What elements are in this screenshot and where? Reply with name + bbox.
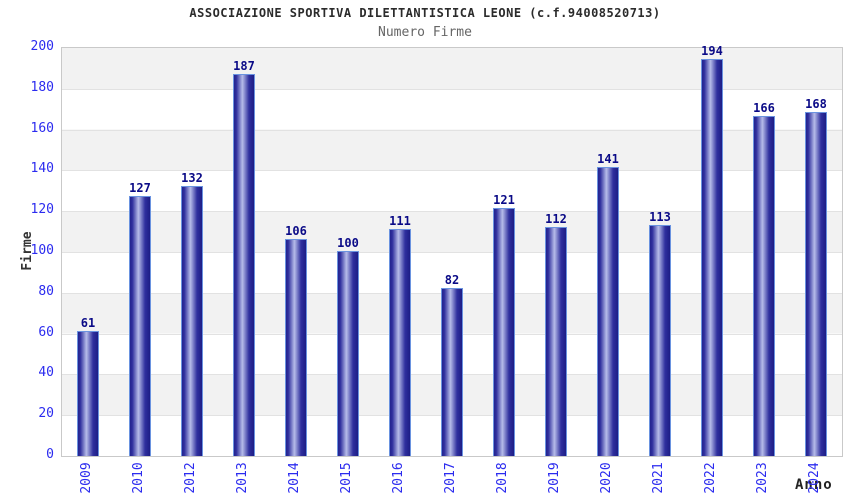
y-tick-label: 120 — [30, 202, 54, 218]
bar-value-label: 194 — [701, 44, 723, 59]
bar[interactable] — [337, 251, 359, 456]
gridline — [62, 129, 842, 131]
bar[interactable] — [285, 238, 307, 456]
bar-value-label: 127 — [129, 180, 151, 195]
x-tick-label: 2014 — [287, 462, 302, 494]
chart-subtitle: Numero Firme — [378, 25, 472, 40]
bar-value-label: 61 — [80, 315, 96, 330]
bar-value-label: 111 — [389, 213, 411, 228]
x-tick-label: 2016 — [391, 462, 406, 494]
bar-value-label: 132 — [181, 170, 203, 185]
chart-title: ASSOCIAZIONE SPORTIVA DILETTANTISTICA LE… — [189, 6, 661, 20]
gridline — [62, 252, 842, 253]
bar[interactable] — [441, 287, 463, 456]
x-tick-label: 2022 — [703, 462, 718, 494]
y-tick-label: 200 — [30, 39, 54, 54]
gridline — [62, 88, 842, 90]
gridline — [62, 170, 842, 172]
x-tick-label: 2009 — [79, 462, 94, 494]
bar-value-label: 187 — [233, 58, 255, 73]
y-tick-label: 60 — [38, 324, 54, 340]
x-tick-label: 2024 — [807, 462, 822, 494]
y-tick-label: 160 — [30, 120, 54, 136]
bar[interactable] — [493, 208, 515, 456]
bar[interactable] — [181, 185, 203, 456]
x-tick-label: 2012 — [183, 462, 198, 494]
x-tick-label: 2015 — [339, 462, 354, 494]
y-tick-label: 0 — [46, 447, 54, 462]
bar[interactable] — [233, 73, 255, 456]
bar[interactable] — [649, 224, 671, 456]
bar-value-label: 112 — [545, 211, 567, 226]
x-tick-label: 2023 — [755, 462, 770, 494]
x-tick-label: 2020 — [599, 462, 614, 494]
bar[interactable] — [753, 116, 775, 456]
bar[interactable] — [389, 228, 411, 456]
y-tick-label: 40 — [38, 365, 54, 381]
x-tick-label: 2018 — [495, 462, 510, 494]
bar-value-label: 106 — [285, 223, 307, 238]
x-tick-label: 2013 — [235, 462, 250, 494]
y-tick-label: 180 — [30, 79, 54, 95]
bar-value-label: 100 — [337, 236, 359, 250]
plot-area: 61 127 132 187 106 100 111 82 121 112 141 113 194 166… — [61, 44, 843, 457]
y-tick-label: 140 — [30, 161, 54, 177]
x-tick-label: 2019 — [547, 462, 562, 494]
gridline — [62, 211, 842, 213]
x-tick-label: 2021 — [651, 462, 666, 494]
bar-value-label: 141 — [597, 152, 619, 167]
bar-value-label: 168 — [805, 97, 827, 112]
bar[interactable] — [701, 59, 723, 456]
x-tick-label: 2010 — [131, 462, 146, 494]
y-tick-label: 80 — [38, 283, 54, 299]
y-tick-label: 20 — [38, 406, 54, 422]
bar[interactable] — [545, 226, 567, 456]
bar-value-label: 82 — [444, 272, 460, 287]
bar[interactable] — [805, 112, 827, 456]
x-tick-label: 2017 — [443, 462, 458, 494]
bar-value-label: 121 — [493, 193, 515, 208]
bar[interactable] — [77, 330, 99, 456]
y-tick-label: 100 — [30, 243, 54, 258]
x-axis-label: Anno — [795, 477, 833, 493]
bar-value-label: 166 — [753, 101, 775, 116]
bar[interactable] — [129, 195, 151, 456]
bar[interactable] — [597, 167, 619, 456]
bar-value-label: 113 — [649, 209, 671, 224]
